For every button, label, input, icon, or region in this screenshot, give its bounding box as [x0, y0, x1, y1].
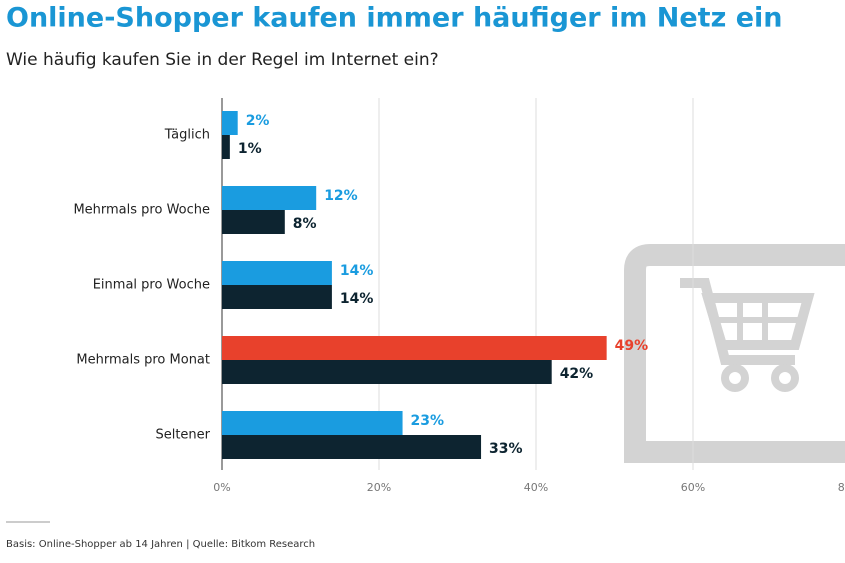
data-label: 42% [560, 366, 594, 382]
bar [222, 111, 238, 135]
x-tick-label: 80% [838, 481, 845, 494]
chart-subtitle: Wie häufig kaufen Sie in der Regel im In… [6, 50, 439, 70]
data-label: 14% [340, 263, 374, 279]
chart-title: Online-Shopper kaufen immer häufiger im … [6, 3, 783, 34]
x-tick-label: 0% [213, 481, 230, 494]
y-tick-label: Mehrmals pro Woche [73, 203, 210, 218]
y-tick-label: Einmal pro Woche [93, 278, 210, 293]
bar [222, 261, 332, 285]
bar [222, 285, 332, 309]
bar [222, 360, 552, 384]
data-label: 23% [411, 413, 445, 429]
cart-icon [624, 244, 845, 463]
data-label: 8% [293, 216, 317, 232]
bar [222, 435, 482, 459]
data-label: 12% [324, 188, 358, 204]
bar [222, 336, 607, 360]
bar [222, 210, 285, 234]
y-tick-label: Mehrmals pro Monat [76, 353, 210, 368]
y-tick-label: Täglich [164, 128, 210, 143]
bar [222, 411, 403, 435]
x-tick-label: 40% [524, 481, 548, 494]
data-label: 14% [340, 291, 374, 307]
x-tick-label: 20% [367, 481, 391, 494]
y-tick-label: Seltener [155, 428, 210, 443]
x-tick-label: 60% [681, 481, 705, 494]
data-label: 49% [615, 338, 649, 354]
data-label: 1% [238, 141, 262, 157]
data-label: 2% [246, 113, 270, 129]
bar [222, 135, 230, 159]
data-label: 33% [489, 441, 523, 457]
footnote: Basis: Online-Shopper ab 14 Jahren | Que… [6, 539, 315, 550]
bar [222, 186, 317, 210]
